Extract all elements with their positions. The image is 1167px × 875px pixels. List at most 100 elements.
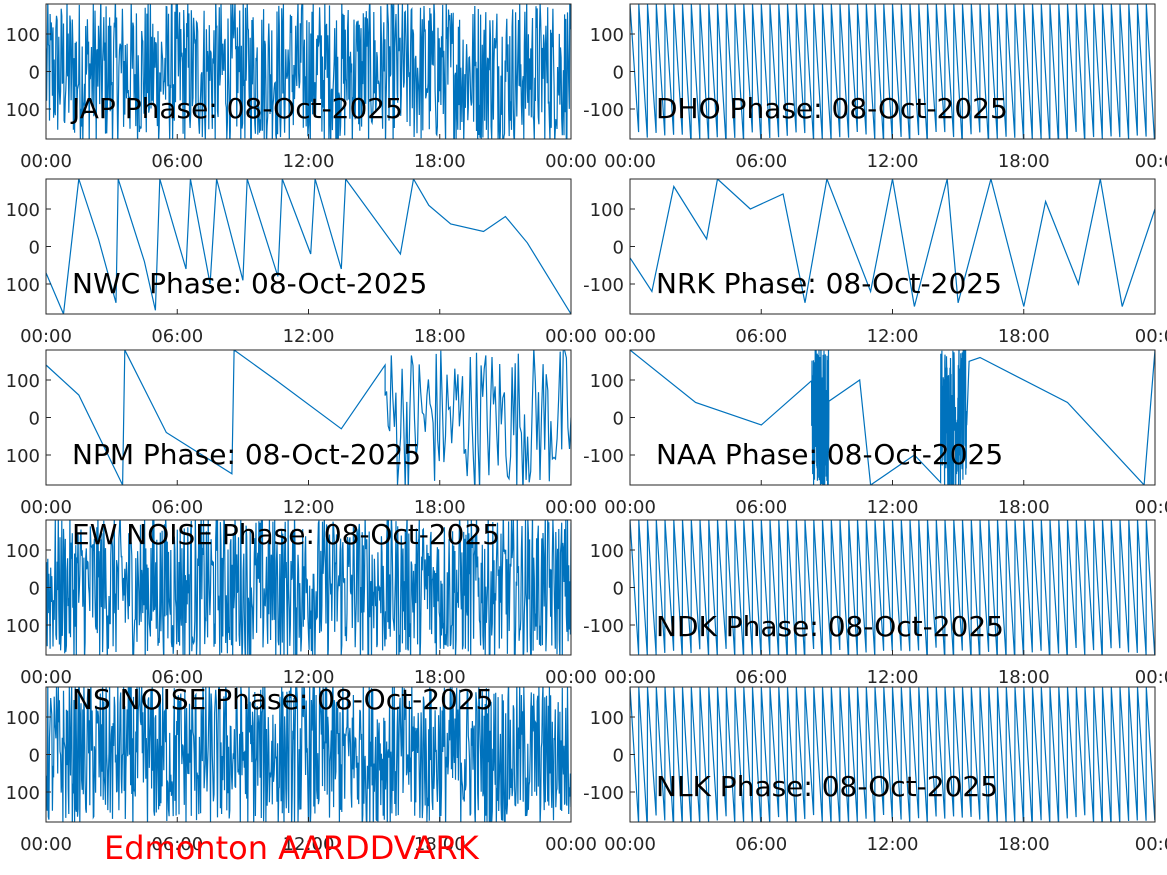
x-tick-label: 00:00 <box>604 326 656 347</box>
panel-title: JAP Phase: 08-Oct-2025 <box>70 92 403 125</box>
x-tick-label: 00:00 <box>20 667 72 688</box>
x-tick-label: 00:00 <box>604 834 656 855</box>
panel-title: NWC Phase: 08-Oct-2025 <box>72 267 427 300</box>
phase-trace <box>46 4 571 139</box>
x-tick-label: 00:00 <box>545 497 597 518</box>
panel-title: DHO Phase: 08-Oct-2025 <box>656 92 1008 125</box>
y-tick-label: 100 <box>6 100 40 121</box>
x-tick-label: 12:00 <box>867 667 919 688</box>
x-tick-label: 12:00 <box>283 326 335 347</box>
x-tick-label: 06:00 <box>735 151 787 172</box>
x-tick-label: 00:00 <box>545 667 597 688</box>
panel-title: NPM Phase: 08-Oct-2025 <box>72 438 421 471</box>
x-tick-label: 18:00 <box>998 151 1050 172</box>
x-tick-label: 06:00 <box>151 497 203 518</box>
x-tick-label: 06:00 <box>151 667 203 688</box>
x-tick-label: 06:00 <box>735 497 787 518</box>
phase-trace <box>630 4 1155 139</box>
panel-6: 00:00 06:00 12:00 18:00 00:0 100 0 -100 NAA Phas… <box>583 349 1167 518</box>
panel-1: 00:00 06:00 12:00 18:00 00:00 100 0 100 JAP Phas… <box>6 3 597 172</box>
phase-trace <box>630 350 1155 485</box>
x-tick-label: 18:00 <box>414 497 466 518</box>
x-tick-label: 00:00 <box>545 151 597 172</box>
x-tick-label: 06:00 <box>735 667 787 688</box>
y-tick-label: 0 <box>613 579 624 600</box>
y-tick-label: -100 <box>583 275 624 296</box>
x-tick-label: 00:00 <box>545 834 597 855</box>
panel-title: NS NOISE Phase: 08-Oct-2025 <box>72 683 493 716</box>
x-tick-label: 18:00 <box>998 497 1050 518</box>
panel-10: 00:00 06:00 12:00 18:00 00:0 100 0 -100 NLK Phas… <box>583 686 1167 855</box>
x-tick-label: 00:00 <box>20 497 72 518</box>
x-tick-label: 00:00 <box>604 497 656 518</box>
y-tick-label: 0 <box>613 409 624 430</box>
y-tick-label: 100 <box>6 541 40 562</box>
y-tick-label: 0 <box>613 63 624 84</box>
y-tick-label: 0 <box>29 63 40 84</box>
x-tick-label: 18:00 <box>998 326 1050 347</box>
x-tick-label: 00:00 <box>20 834 72 855</box>
y-tick-label: 100 <box>6 446 40 467</box>
x-tick-label: 00:0 <box>1135 497 1167 518</box>
x-tick-label: 18:00 <box>414 326 466 347</box>
y-tick-label: 100 <box>6 25 40 46</box>
y-tick-label: -100 <box>583 616 624 637</box>
x-tick-label: 18:00 <box>414 667 466 688</box>
x-tick-label: 00:00 <box>20 326 72 347</box>
x-tick-label: 06:00 <box>151 326 203 347</box>
x-tick-label: 00:0 <box>1135 667 1167 688</box>
x-tick-label: 00:0 <box>1135 834 1167 855</box>
x-tick-label: 06:00 <box>151 834 203 855</box>
x-tick-label: 06:00 <box>735 834 787 855</box>
y-tick-label: 100 <box>590 541 624 562</box>
panel-7: 00:00 06:00 12:00 18:00 00:00 100 0 100 EW NOISE… <box>6 518 597 688</box>
y-tick-label: 100 <box>590 371 624 392</box>
x-tick-label: 18:00 <box>998 834 1050 855</box>
panel-3: 00:00 06:00 12:00 18:00 00:00 100 0 100 NWC Phas… <box>6 178 597 347</box>
x-tick-label: 18:00 <box>414 151 466 172</box>
x-tick-label: 00:0 <box>1135 151 1167 172</box>
phase-trace <box>630 687 1155 822</box>
y-tick-label: -100 <box>583 783 624 804</box>
panel-title: NRK Phase: 08-Oct-2025 <box>656 267 1002 300</box>
x-tick-label: 12:00 <box>867 326 919 347</box>
x-tick-label: 00:00 <box>20 151 72 172</box>
panel-9: 00:00 06:00 12:00 18:00 00:00 100 0 100 NS NOISE… <box>6 683 597 855</box>
x-tick-label: 12:00 <box>283 834 335 855</box>
x-tick-label: 00:00 <box>604 667 656 688</box>
y-tick-label: -100 <box>583 100 624 121</box>
y-tick-label: 100 <box>6 708 40 729</box>
panel-title: NAA Phase: 08-Oct-2025 <box>656 438 1003 471</box>
panel-4: 00:00 06:00 12:00 18:00 00:0 100 0 -100 NRK Phas… <box>583 178 1167 347</box>
station-label: Edmonton AARDDVARK <box>104 829 479 867</box>
y-tick-label: 100 <box>590 200 624 221</box>
y-tick-label: 0 <box>29 579 40 600</box>
y-tick-label: 100 <box>6 616 40 637</box>
panel-title: NLK Phase: 08-Oct-2025 <box>656 770 998 803</box>
x-tick-label: 12:00 <box>283 667 335 688</box>
phase-trace <box>46 687 571 822</box>
panel-title: EW NOISE Phase: 08-Oct-2025 <box>72 518 500 551</box>
y-tick-label: 100 <box>590 25 624 46</box>
y-tick-label: 0 <box>613 746 624 767</box>
x-tick-label: 00:0 <box>1135 326 1167 347</box>
y-tick-label: 0 <box>613 238 624 259</box>
panel-2: 00:00 06:00 12:00 18:00 00:0 100 0 -100 DHO Phas… <box>583 3 1167 172</box>
x-tick-label: 12:00 <box>283 497 335 518</box>
y-tick-label: 100 <box>590 708 624 729</box>
y-tick-label: 100 <box>6 783 40 804</box>
phase-trace <box>46 179 571 314</box>
x-tick-label: 12:00 <box>283 151 335 172</box>
x-tick-label: 18:00 <box>998 667 1050 688</box>
x-tick-label: 12:00 <box>867 151 919 172</box>
phase-trace <box>46 350 571 485</box>
x-tick-label: 00:00 <box>545 326 597 347</box>
x-tick-label: 18:00 <box>414 834 466 855</box>
y-tick-label: 100 <box>6 200 40 221</box>
y-tick-label: 100 <box>6 371 40 392</box>
x-tick-label: 12:00 <box>867 834 919 855</box>
phase-trace <box>630 179 1155 307</box>
phase-trace <box>630 520 1155 655</box>
y-tick-label: 0 <box>29 238 40 259</box>
